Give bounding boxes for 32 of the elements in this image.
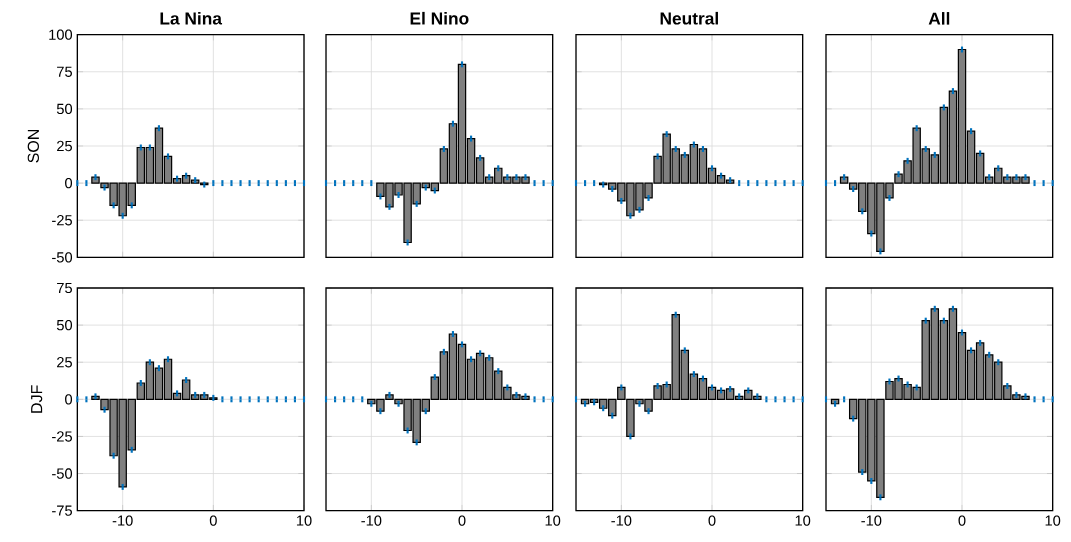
x-tick-label: 10 (795, 515, 811, 526)
x-tick-label: -10 (611, 515, 632, 526)
x-tick-label: 0 (708, 515, 716, 526)
y-tick-label: 0 (65, 177, 73, 189)
x-tick-label: 10 (545, 515, 561, 526)
y-tick-label: 100 (49, 29, 73, 40)
y-tick-label: -50 (52, 252, 73, 263)
x-tick-label: 0 (458, 515, 466, 526)
chart-title: La Nina (160, 11, 223, 25)
x-tick-label: -10 (861, 515, 882, 526)
x-tick-label: -10 (361, 515, 382, 526)
y-tick-label: -25 (52, 431, 72, 442)
y-tick-label: 50 (56, 103, 73, 115)
y-tick-label: -25 (52, 215, 72, 226)
chart-title: All (928, 12, 950, 25)
y-tick-label: 75 (57, 66, 72, 77)
x-tick-label: -10 (112, 515, 133, 526)
chart-title: Neutral (660, 11, 718, 25)
y-tick-label: 0 (65, 394, 73, 405)
y-tick-label: 25 (57, 140, 72, 152)
y-tick-label: 25 (57, 357, 72, 368)
y-axis-title: DJF (31, 385, 43, 413)
x-tick-label: 0 (209, 515, 217, 526)
y-tick-label: 75 (57, 282, 72, 294)
x-tick-label: 0 (958, 515, 966, 526)
y-tick-label: -75 (52, 505, 72, 516)
y-tick-label: 50 (56, 319, 73, 331)
y-tick-label: -50 (52, 468, 73, 479)
chart-title: El Nino (410, 11, 469, 25)
x-tick-label: 10 (296, 515, 312, 526)
y-axis-title: SON (27, 129, 39, 163)
x-tick-label: 10 (1045, 515, 1061, 526)
